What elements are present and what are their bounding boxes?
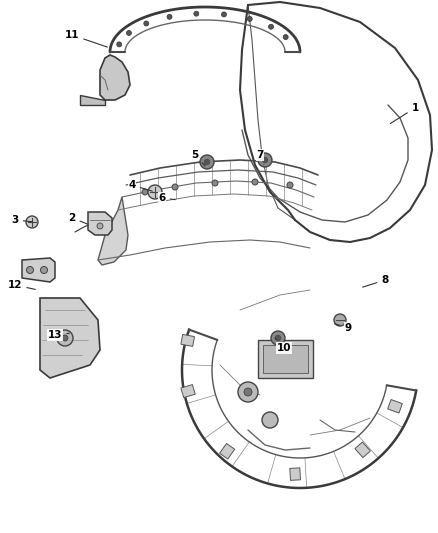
Bar [258, 340, 313, 378]
Text: 9: 9 [335, 323, 352, 333]
Circle shape [262, 412, 278, 428]
Bar [263, 345, 308, 373]
Circle shape [167, 14, 172, 19]
Text: 1: 1 [390, 103, 419, 124]
Text: 10: 10 [275, 338, 291, 353]
Bar [219, 443, 235, 459]
Circle shape [97, 223, 103, 229]
Text: 8: 8 [363, 275, 389, 287]
Circle shape [252, 179, 258, 185]
Text: 13: 13 [48, 330, 69, 340]
Text: 6: 6 [159, 193, 175, 203]
Circle shape [172, 184, 178, 190]
Bar [388, 400, 403, 413]
Circle shape [27, 266, 33, 273]
Circle shape [204, 159, 210, 165]
Polygon shape [98, 197, 128, 265]
Circle shape [40, 266, 47, 273]
Circle shape [127, 30, 131, 36]
Circle shape [142, 189, 148, 195]
Text: 4: 4 [128, 180, 152, 191]
Bar [290, 468, 300, 480]
Circle shape [268, 24, 273, 29]
Circle shape [194, 11, 199, 16]
Polygon shape [80, 95, 105, 105]
Circle shape [222, 12, 226, 17]
Circle shape [271, 331, 285, 345]
Polygon shape [100, 55, 130, 100]
Circle shape [144, 21, 149, 26]
Text: 3: 3 [11, 215, 32, 225]
Text: 7: 7 [256, 150, 264, 165]
Text: 2: 2 [68, 213, 88, 224]
Text: 12: 12 [8, 280, 35, 290]
Circle shape [200, 155, 214, 169]
Circle shape [117, 42, 122, 47]
Bar [181, 334, 194, 346]
Circle shape [57, 330, 73, 346]
Circle shape [283, 35, 288, 39]
Bar [181, 385, 195, 398]
Circle shape [334, 314, 346, 326]
Circle shape [212, 180, 218, 186]
Polygon shape [40, 298, 100, 378]
Circle shape [62, 335, 68, 341]
Text: 5: 5 [191, 150, 205, 166]
Circle shape [287, 182, 293, 188]
Circle shape [275, 335, 281, 341]
Circle shape [148, 185, 162, 199]
Circle shape [262, 157, 268, 163]
Polygon shape [22, 258, 55, 282]
Circle shape [244, 388, 252, 396]
Bar [355, 442, 371, 458]
Circle shape [247, 17, 252, 21]
Circle shape [238, 382, 258, 402]
Circle shape [258, 153, 272, 167]
Circle shape [26, 216, 38, 228]
Polygon shape [88, 212, 112, 235]
Text: 11: 11 [65, 30, 107, 47]
